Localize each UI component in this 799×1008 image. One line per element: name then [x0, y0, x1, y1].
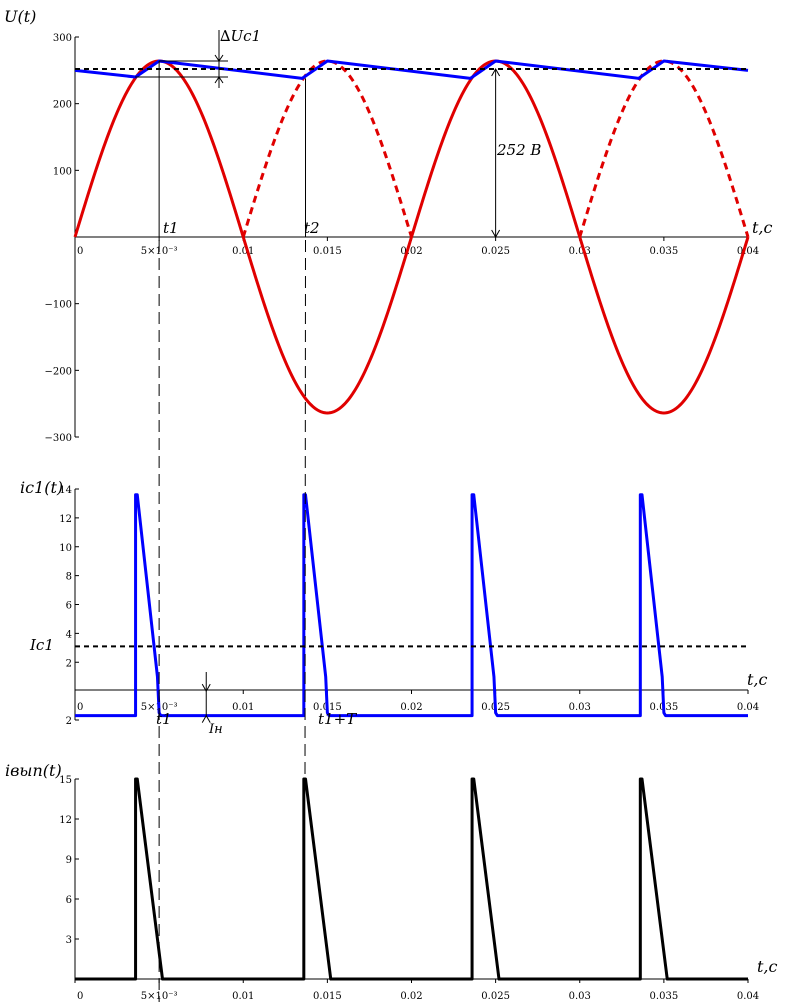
x-tick-label: 0.03: [569, 246, 591, 257]
voltage-panel: 0 5×10⁻³ 0.01 0.015 0.02 0.025 0.03 0.035 0.04−3…: [4, 7, 773, 444]
capacitor-current-series: [75, 493, 748, 718]
voltage-series: [73, 59, 750, 415]
x-tick-label: 0: [77, 991, 83, 1002]
y-tick-label: 15: [59, 775, 72, 786]
y-tick-label: 9: [66, 855, 72, 866]
dc-arrow-head-bottom: [491, 229, 501, 239]
rectifier-x-label: t,c: [757, 957, 778, 976]
load-arrow-head-bottom: [201, 714, 211, 723]
x-tick-label: 0.025: [481, 991, 510, 1002]
y-tick-label: 3: [66, 935, 72, 946]
x-tick-label: 0.02: [400, 246, 422, 257]
waveform-line: [75, 777, 748, 981]
rectifier-y-label: iвып(t): [5, 761, 62, 780]
x-tick-label: 0.04: [737, 246, 759, 257]
y-tick-label: −100: [45, 300, 72, 311]
t2-dashed-guide: [304, 239, 307, 781]
t2-label: t2: [304, 219, 320, 237]
x-tick-label: 0.015: [313, 246, 342, 257]
y-tick-label: 2: [66, 658, 72, 669]
t1-current-label: t1: [156, 710, 172, 728]
ic1-average-label: Ic1: [29, 636, 54, 654]
x-tick-label: 0.03: [569, 702, 591, 713]
delta-uc1-label: ∆Uc1: [220, 27, 261, 45]
x-tick-label: 0.025: [481, 246, 510, 257]
delta-arrow-head-top: [214, 54, 224, 62]
x-tick-label: 0.035: [650, 246, 679, 257]
y-tick-label: 6: [66, 895, 72, 906]
x-tick-label: 0.02: [400, 702, 422, 713]
voltage-x-label: t,c: [752, 218, 773, 237]
ic1-x-label: t,c: [747, 670, 768, 689]
delta-arrow-head-bottom: [214, 76, 224, 84]
rectifier-current-series: [75, 777, 748, 981]
voltage-axes: 0 5×10⁻³ 0.01 0.015 0.02 0.025 0.03 0.035 0.04−3…: [45, 33, 760, 444]
load-arrow-head-top: [201, 683, 211, 693]
y-tick-label: 4: [66, 629, 72, 640]
load-current-label: Iн: [208, 722, 223, 737]
x-tick-label: 0.01: [232, 991, 254, 1002]
waveform-line: [75, 493, 748, 718]
ic1-y-label: ic1(t): [20, 478, 63, 497]
y-tick-label: −300: [45, 433, 72, 444]
x-tick-label: 0: [77, 246, 83, 257]
y-tick-label: 100: [53, 166, 72, 177]
x-tick-label: 0: [77, 702, 83, 713]
x-tick-label: 0.04: [737, 991, 759, 1002]
dc-arrow-head-top: [491, 67, 501, 77]
capacitor-current-panel: 0 5×10⁻³ 0.01 0.015 0.02 0.025 0.03 0.035 0.0422…: [20, 478, 768, 737]
dc-level-label: 252 B: [496, 141, 541, 159]
rectifier-current-axes: 0 5×10⁻³ 0.01 0.015 0.02 0.025 0.03 0.035 0.0436…: [59, 775, 759, 1002]
y-tick-label: 12: [59, 514, 72, 525]
annotation-lines: [135, 30, 501, 1002]
y-tick-label: 2: [66, 716, 72, 727]
y-tick-label: 14: [59, 485, 72, 496]
t1-label: t1: [163, 219, 179, 237]
x-tick-label: 0.02: [400, 991, 422, 1002]
x-tick-label: 0.035: [650, 991, 679, 1002]
x-tick-label: 0.01: [232, 246, 254, 257]
rectified-half-wave-line: [241, 59, 413, 238]
rectified-half-wave-line: [578, 59, 750, 238]
y-tick-label: 6: [66, 601, 72, 612]
y-tick-label: 200: [53, 100, 72, 111]
voltage-y-label: U(t): [4, 7, 36, 26]
t1-plus-period-label: t1+T: [318, 710, 357, 728]
x-tick-label: 0.015: [313, 991, 342, 1002]
x-tick-label: 0.04: [737, 702, 759, 713]
rectifier-current-panel: 0 5×10⁻³ 0.01 0.015 0.02 0.025 0.03 0.035 0.0436…: [5, 761, 778, 1002]
y-tick-label: 12: [59, 815, 72, 826]
y-tick-label: −200: [45, 366, 72, 377]
x-tick-label: 0.01: [232, 702, 254, 713]
x-tick-label: 0.03: [569, 991, 591, 1002]
y-tick-label: 8: [66, 572, 72, 583]
y-tick-label: 10: [59, 543, 72, 554]
y-tick-label: 300: [53, 33, 72, 44]
